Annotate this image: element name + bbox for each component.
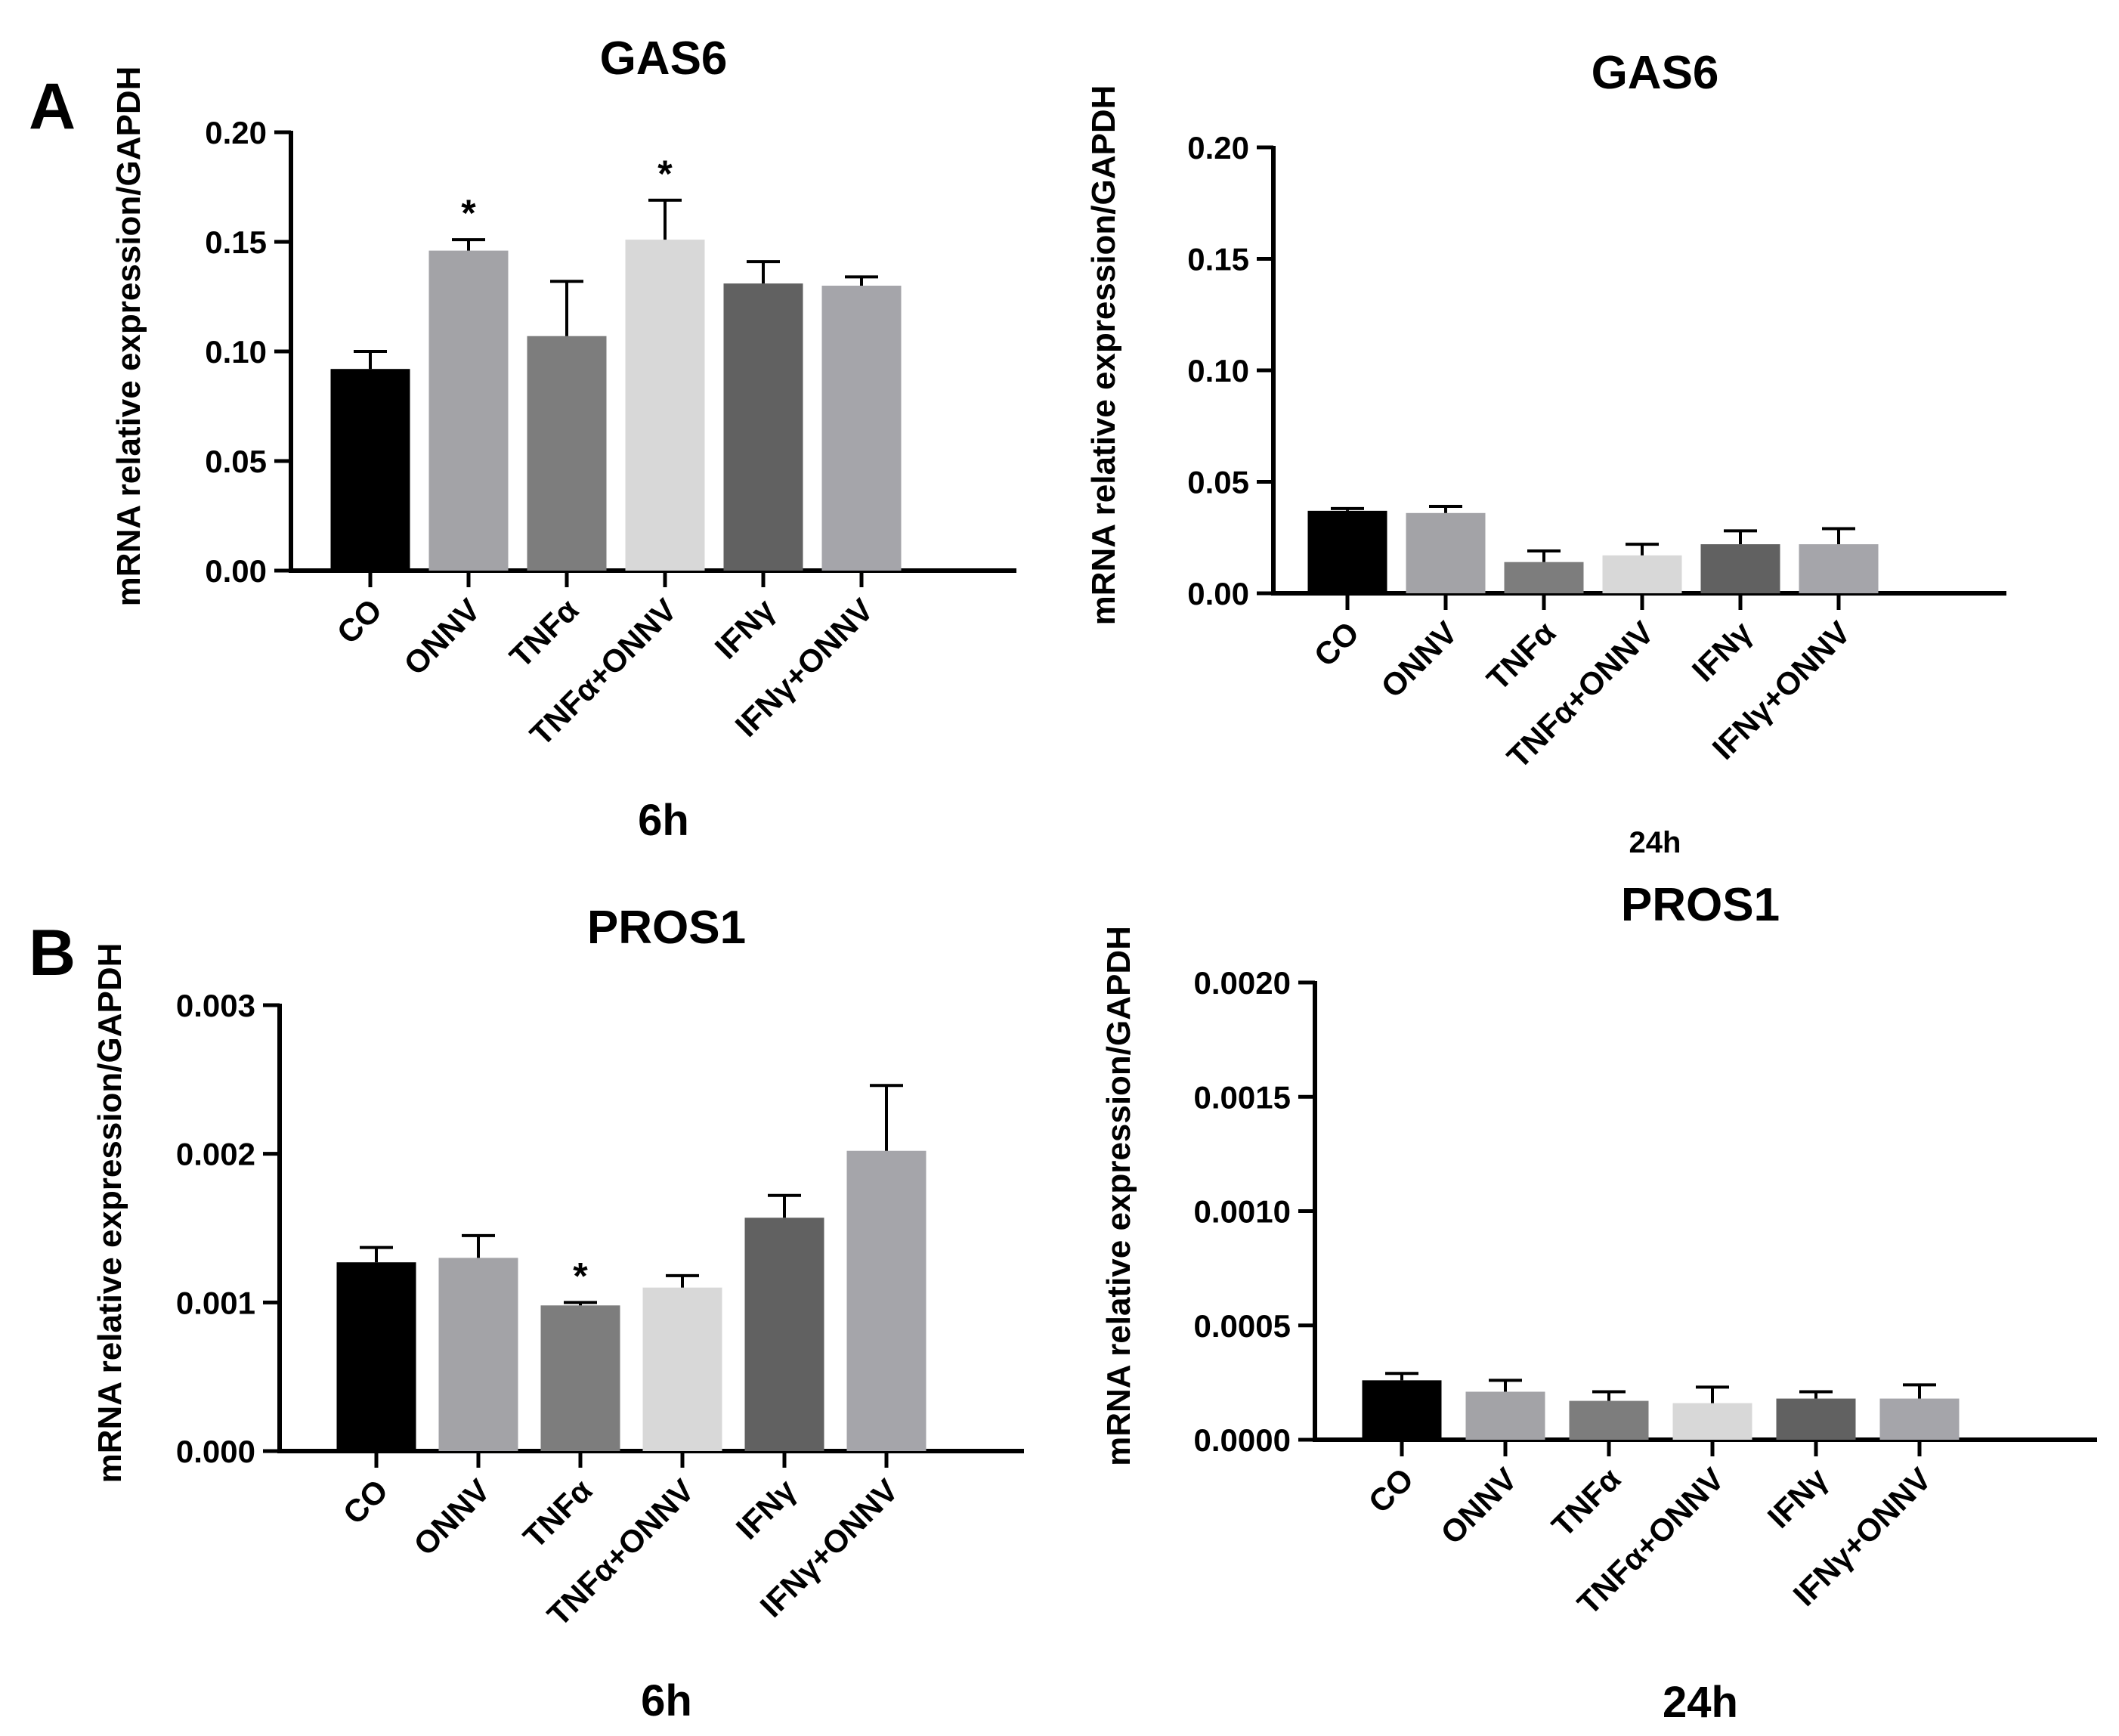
y-tick-label: 0.10 xyxy=(1187,353,1249,388)
chart-2: GAS6 mRNA relative expression/GAPDH 24h 0.0… xyxy=(1085,47,2006,859)
x-tick-label: TNFα xyxy=(1480,614,1562,697)
panel-label-a: A xyxy=(29,70,76,143)
y-tick-label: 0.0010 xyxy=(1194,1194,1291,1230)
y-tick-label: 0.15 xyxy=(205,224,267,260)
bar xyxy=(744,1218,824,1451)
bar xyxy=(1504,562,1584,593)
x-tick-label: ONNV xyxy=(1374,614,1464,704)
bar xyxy=(1602,555,1682,593)
bar xyxy=(1799,544,1879,593)
x-tick-label: TNFα xyxy=(516,1472,599,1555)
bar xyxy=(1362,1380,1442,1440)
chart-1: GAS6 mRNA relative expression/GAPDH 6h 0.00… xyxy=(110,32,1016,845)
y-tick-label: 0.000 xyxy=(176,1434,255,1469)
y-tick-label: 0.20 xyxy=(205,115,267,150)
y-axis-label: mRNA relative expression/GAPDH xyxy=(91,943,128,1484)
x-axis-label: 6h xyxy=(641,1676,692,1725)
bar xyxy=(1672,1403,1752,1440)
x-tick-label: ONNV xyxy=(1434,1461,1524,1551)
y-tick-label: 0.001 xyxy=(176,1285,255,1320)
y-tick-label: 0.20 xyxy=(1187,130,1249,166)
x-tick-label: TNFα xyxy=(1545,1461,1627,1543)
x-tick-label: IFNγ xyxy=(708,592,782,666)
x-axis-label: 24h xyxy=(1629,826,1681,859)
x-tick-label: IFNγ xyxy=(1685,614,1759,689)
chart-3: PROS1 mRNA relative expression/GAPDH 6h 0.0… xyxy=(91,902,1024,1725)
y-tick-label: 0.0020 xyxy=(1194,965,1291,1001)
chart-title: GAS6 xyxy=(1592,47,1719,99)
y-axis-label: mRNA relative expression/GAPDH xyxy=(1100,926,1137,1466)
x-axis-label: 6h xyxy=(638,796,689,845)
y-tick-label: 0.003 xyxy=(176,988,255,1023)
chart-4: PROS1 mRNA relative expression/GAPDH 24h 0.… xyxy=(1100,879,2097,1727)
bar xyxy=(723,283,803,571)
x-tick-label: IFNγ xyxy=(1761,1461,1835,1535)
x-tick-label: ONNV xyxy=(407,1472,496,1562)
x-tick-label: CO xyxy=(1362,1461,1421,1520)
y-tick-label: 0.0015 xyxy=(1194,1079,1291,1115)
chart-title: GAS6 xyxy=(600,32,728,85)
charts-container: GAS6 mRNA relative expression/GAPDH 6h 0.00… xyxy=(91,32,2097,1727)
bar xyxy=(1700,544,1780,593)
y-tick-label: 0.15 xyxy=(1187,242,1249,277)
bar xyxy=(846,1150,926,1451)
y-tick-label: 0.05 xyxy=(1187,465,1249,500)
bar xyxy=(330,369,410,571)
x-axis-label: 24h xyxy=(1663,1678,1738,1727)
y-tick-label: 0.10 xyxy=(205,334,267,370)
bar xyxy=(1776,1398,1856,1440)
chart-title: PROS1 xyxy=(1621,879,1780,931)
x-tick-label: CO xyxy=(330,592,389,651)
bar xyxy=(336,1262,416,1451)
bar xyxy=(642,1287,722,1451)
y-tick-label: 0.00 xyxy=(1187,576,1249,611)
significance-marker: * xyxy=(573,1255,588,1297)
x-tick-label: ONNV xyxy=(397,592,487,682)
bar xyxy=(438,1258,518,1451)
y-tick-label: 0.00 xyxy=(205,553,267,589)
panel-label-b: B xyxy=(29,917,76,989)
x-tick-label: IFNγ xyxy=(729,1472,803,1546)
bar xyxy=(540,1305,620,1451)
y-tick-label: 0.05 xyxy=(205,444,267,479)
bar xyxy=(527,336,607,571)
bar xyxy=(1307,510,1387,593)
chart-title: PROS1 xyxy=(587,902,746,954)
x-tick-label: CO xyxy=(1307,614,1366,673)
y-tick-label: 0.002 xyxy=(176,1137,255,1172)
bar xyxy=(1569,1400,1649,1440)
bar xyxy=(428,250,509,571)
bar xyxy=(625,240,705,571)
significance-marker: * xyxy=(461,192,476,234)
x-tick-label: TNFα xyxy=(503,592,585,674)
y-axis-label: mRNA relative expression/GAPDH xyxy=(110,67,147,607)
significance-marker: * xyxy=(657,153,673,195)
bar xyxy=(1465,1391,1545,1440)
y-axis-label: mRNA relative expression/GAPDH xyxy=(1085,85,1122,626)
x-tick-label: CO xyxy=(336,1472,395,1531)
bar xyxy=(1406,512,1486,593)
y-tick-label: 0.0005 xyxy=(1194,1308,1291,1344)
bar xyxy=(1879,1398,1960,1440)
y-tick-label: 0.0000 xyxy=(1194,1422,1291,1458)
bar xyxy=(821,286,902,571)
